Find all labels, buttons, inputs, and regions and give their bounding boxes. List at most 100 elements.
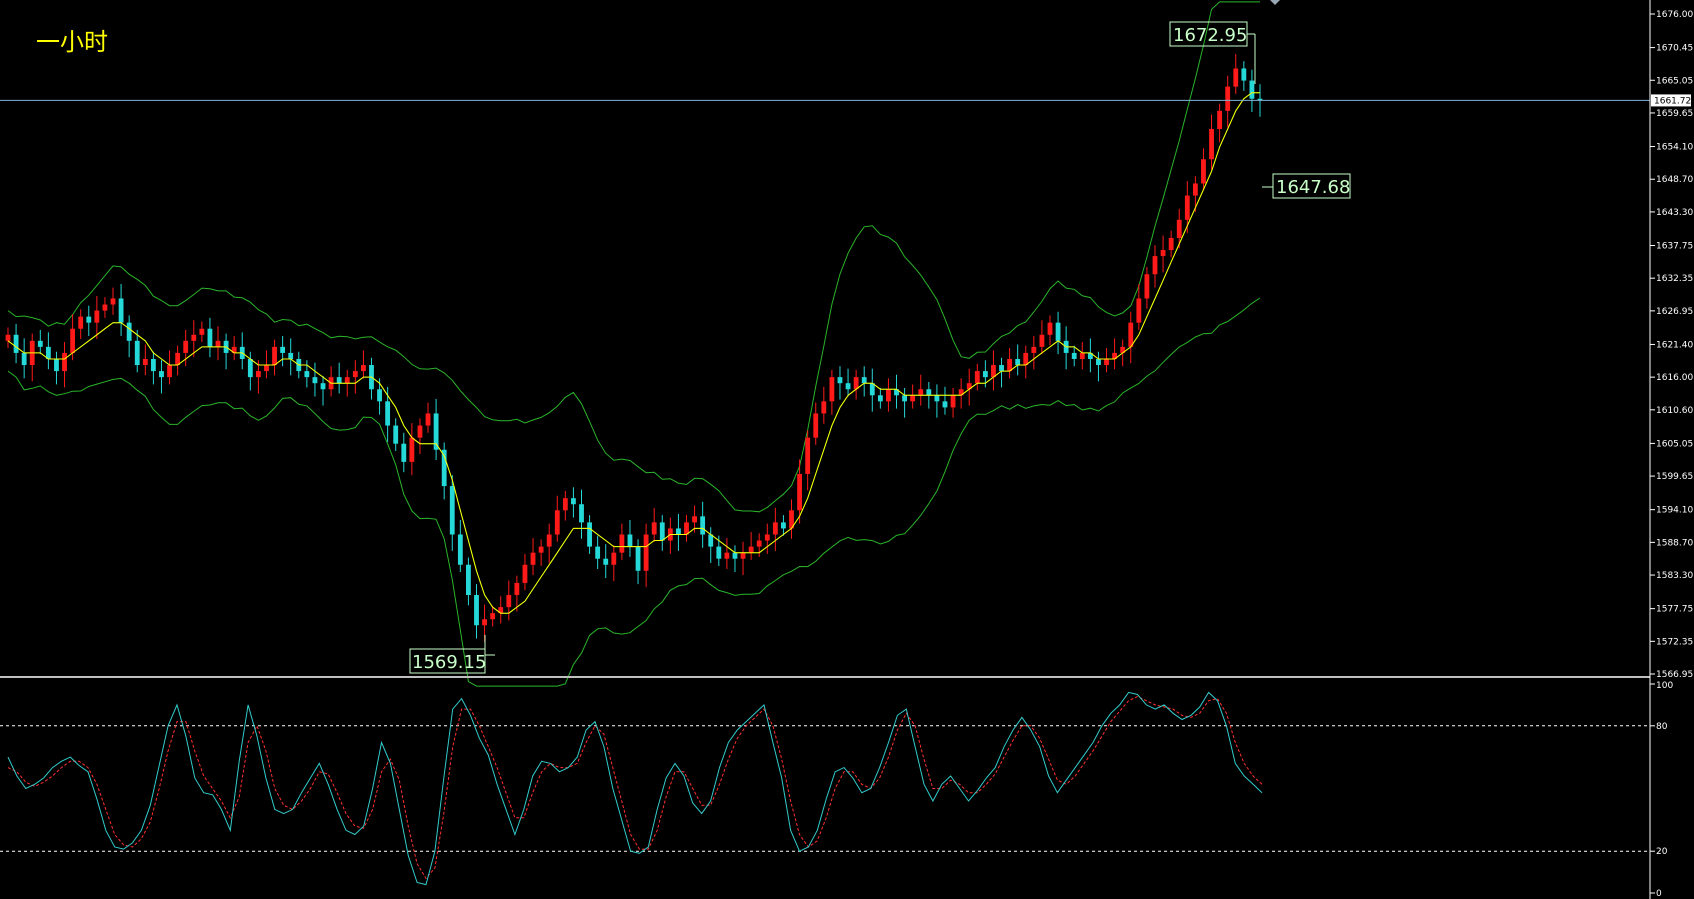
candle	[910, 384, 916, 409]
candle	[999, 357, 1004, 388]
oscillator-tick: 0	[1650, 889, 1662, 899]
price-tick: 1643.30	[1650, 208, 1693, 218]
candle	[167, 350, 172, 385]
candle	[627, 519, 633, 557]
candle	[934, 384, 940, 418]
candle	[1047, 315, 1053, 346]
oscillator-tick-label: 100	[1656, 681, 1673, 691]
candle	[869, 368, 875, 412]
price-tick-label: 1577.75	[1656, 605, 1693, 615]
current-price-label: 1661.72	[1654, 96, 1691, 106]
candle	[1184, 181, 1190, 234]
price-tick: 1648.70	[1650, 175, 1693, 185]
candle	[772, 507, 778, 551]
price-tick: 1610.60	[1650, 406, 1693, 416]
candle	[781, 515, 786, 536]
candle	[974, 363, 980, 391]
candle	[1152, 245, 1158, 288]
candle	[474, 584, 479, 639]
candle	[255, 360, 261, 394]
candle	[764, 523, 770, 554]
price-tick-label: 1632.35	[1656, 274, 1693, 284]
candle	[506, 580, 512, 621]
candle	[853, 369, 859, 400]
candle	[845, 368, 851, 397]
price-tick-label: 1643.30	[1656, 208, 1693, 218]
candle	[360, 350, 366, 379]
candle	[102, 297, 108, 318]
candle	[231, 335, 237, 361]
candle	[247, 351, 253, 391]
candle	[126, 315, 132, 358]
price-tick: 1670.45	[1650, 44, 1693, 54]
candle	[966, 368, 972, 406]
scroll-marker-icon	[1270, 0, 1280, 5]
candle	[1087, 338, 1093, 373]
price-tick: 1599.65	[1650, 472, 1693, 482]
candle	[684, 515, 689, 542]
candle	[700, 501, 706, 548]
price-tick-label: 1616.00	[1656, 373, 1693, 383]
candle	[1079, 342, 1085, 370]
candle	[554, 495, 560, 542]
candle	[288, 338, 294, 376]
candle	[1225, 75, 1231, 128]
candle	[466, 557, 471, 606]
candle	[183, 329, 189, 367]
candle	[1249, 69, 1255, 113]
candle	[142, 344, 148, 376]
candle	[1015, 344, 1021, 376]
candle	[417, 418, 423, 454]
candle	[797, 459, 802, 524]
candle	[1136, 283, 1142, 330]
candle	[78, 309, 84, 340]
candle	[918, 374, 924, 406]
candle	[861, 366, 867, 397]
price-tick: 1605.05	[1650, 439, 1693, 449]
candle	[950, 388, 956, 418]
annotation-band-top: 1647.68	[1262, 173, 1351, 199]
candle	[837, 366, 843, 400]
price-tick-label: 1637.75	[1656, 241, 1693, 251]
candle	[1176, 208, 1182, 249]
candle	[1055, 311, 1061, 355]
oscillator-tick: 80	[1650, 722, 1668, 732]
candle	[813, 402, 819, 445]
candle	[821, 386, 827, 424]
price-tick: 1583.30	[1650, 571, 1693, 581]
candle	[498, 596, 504, 624]
candle	[538, 539, 544, 566]
candle	[21, 338, 27, 379]
price-tick-label: 1665.05	[1656, 76, 1693, 86]
candle	[571, 487, 576, 518]
candle	[449, 475, 455, 551]
oscillator-k-line	[7, 691, 1263, 886]
price-tick-label: 1626.95	[1656, 307, 1693, 317]
price-tick-label: 1621.40	[1656, 340, 1693, 350]
price-tick: 1659.65	[1650, 109, 1693, 119]
candle	[1209, 114, 1214, 170]
price-tick-label: 1572.35	[1656, 637, 1693, 647]
price-tick-label: 1659.65	[1656, 109, 1693, 119]
candle	[877, 388, 883, 409]
price-tick-label: 1676.00	[1656, 10, 1693, 20]
candle	[1071, 345, 1077, 367]
oscillator-tick-label: 0	[1656, 889, 1662, 899]
candle	[425, 402, 431, 433]
price-annotations: 1672.95 1647.68 1569.15	[409, 21, 1351, 674]
candle	[150, 351, 156, 385]
price-tick-label: 1654.10	[1656, 143, 1693, 153]
price-tick-label: 1605.05	[1656, 439, 1693, 449]
oscillator-tick-label: 20	[1656, 847, 1668, 857]
candle	[619, 523, 625, 560]
annotation-band-top-label: 1647.68	[1276, 177, 1350, 198]
candle	[175, 345, 181, 376]
candle	[611, 545, 617, 582]
candle	[159, 360, 164, 394]
candle	[942, 386, 948, 415]
candle	[1201, 148, 1206, 191]
price-tick: 1626.95	[1650, 307, 1693, 317]
candle	[207, 317, 213, 358]
